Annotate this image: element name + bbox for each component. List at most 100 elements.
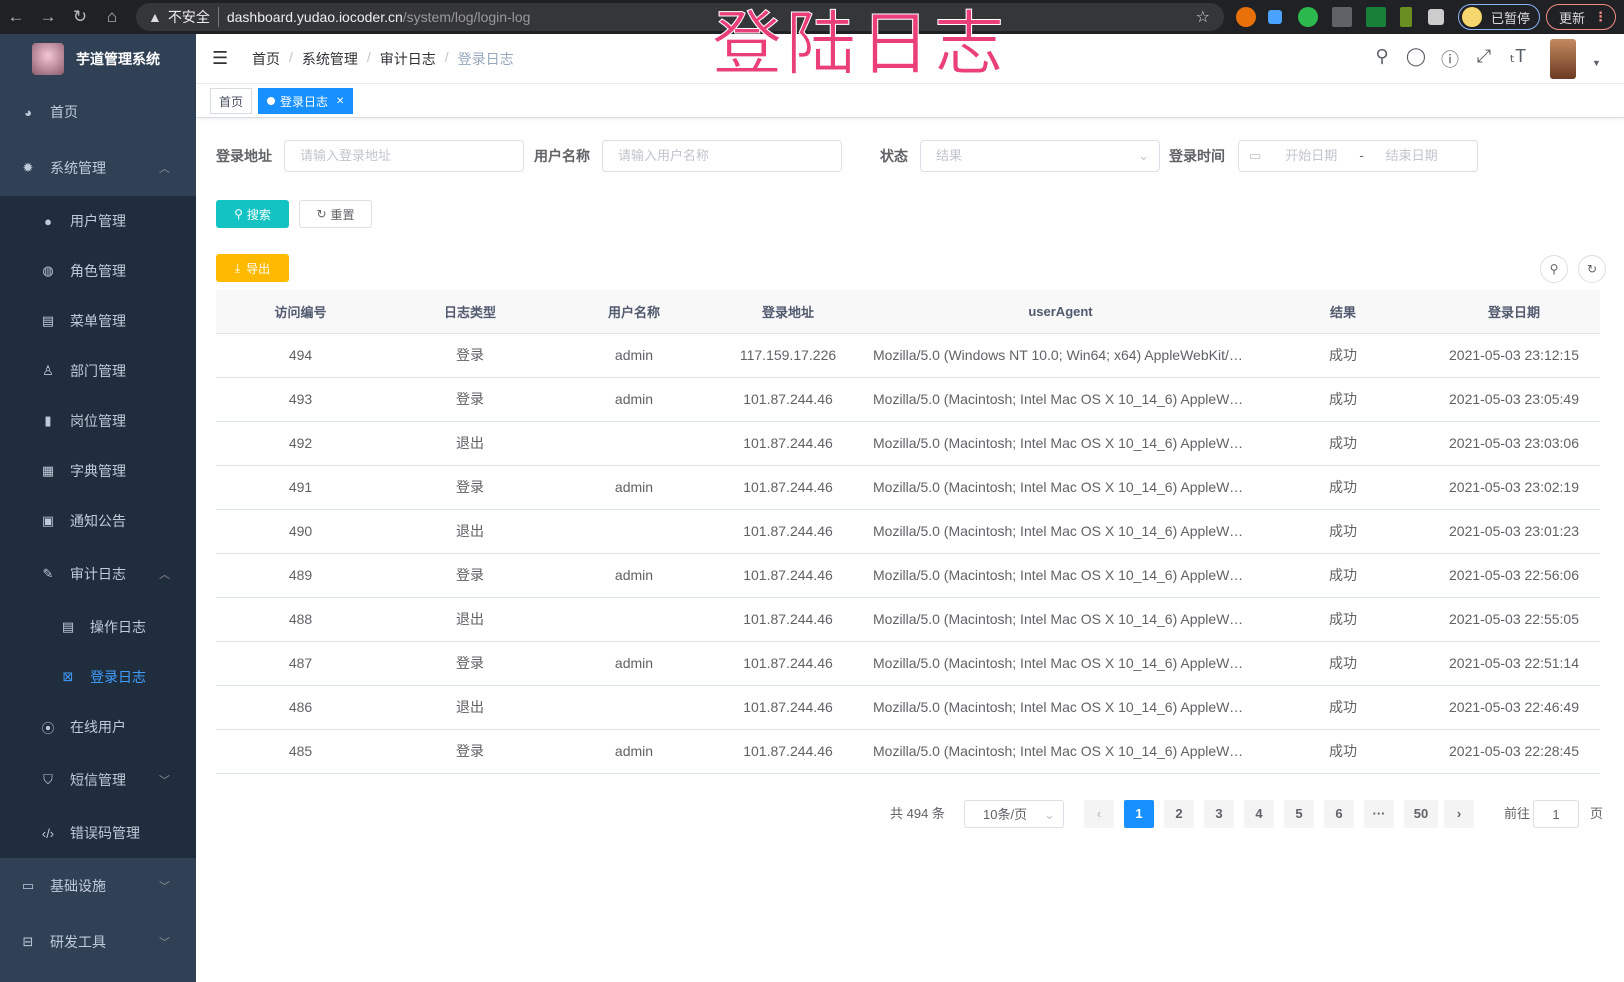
sidebar-item-operate-log[interactable]: ▤ 操作日志 bbox=[0, 602, 196, 652]
sidebar-item-dict[interactable]: ▦ 字典管理 bbox=[0, 446, 196, 496]
sidebar-item-role[interactable]: ◍ 角色管理 bbox=[0, 246, 196, 296]
bookmark-star-icon[interactable]: ☆ bbox=[1195, 9, 1210, 26]
profile-avatar bbox=[1462, 7, 1482, 27]
table-cell: Mozilla/5.0 (Macintosh; Intel Mac OS X 1… bbox=[863, 553, 1258, 598]
sidebar-item-sms[interactable]: ⛉ 短信管理 ﹀ bbox=[0, 752, 196, 808]
page-button[interactable]: 6 bbox=[1324, 800, 1354, 828]
caret-down-icon[interactable]: ▼ bbox=[1592, 58, 1601, 68]
breadcrumb-separator: / bbox=[289, 48, 293, 65]
page-button[interactable]: 5 bbox=[1284, 800, 1314, 828]
sidebar-item-notice[interactable]: ▣ 通知公告 bbox=[0, 496, 196, 546]
table-cell: 101.87.244.46 bbox=[713, 553, 863, 598]
message-icon: ▣ bbox=[41, 513, 55, 528]
placeholder: 结果 bbox=[936, 148, 963, 163]
extension-icon[interactable] bbox=[1400, 7, 1412, 27]
table-row[interactable]: 494 登录 admin 117.159.17.226 Mozilla/5.0 (Win… bbox=[216, 333, 1600, 378]
sidebar: 芋道管理系统 ◕ 首页 ✹ 系统管理 ︿ ● 用户管理 ◍ 角色管理 ▤ 菜单管理 ♙ 部门管… bbox=[0, 34, 196, 982]
close-icon[interactable]: ✕ bbox=[336, 95, 345, 107]
profile-button[interactable]: 已暂停 bbox=[1458, 4, 1540, 30]
table-cell: 493 bbox=[216, 377, 385, 422]
search-icon[interactable]: ⚲ bbox=[1375, 46, 1389, 66]
menu-label: 操作日志 bbox=[90, 619, 146, 635]
page-button[interactable]: 2 bbox=[1164, 800, 1194, 828]
chevron-down-icon: ﹀ bbox=[159, 775, 170, 787]
status-select[interactable]: 结果 ⌄ bbox=[920, 140, 1160, 172]
sidebar-item-dept[interactable]: ♙ 部门管理 bbox=[0, 346, 196, 396]
table-row[interactable]: 488 退出 101.87.244.46 Mozilla/5.0 (Macintosh… bbox=[216, 597, 1600, 642]
github-icon[interactable]: ◯ bbox=[1405, 46, 1427, 66]
table-cell: 登录 bbox=[385, 641, 555, 686]
goto-page-input[interactable]: 1 bbox=[1533, 800, 1579, 828]
font-size-icon[interactable]: ₜT bbox=[1509, 46, 1527, 66]
sidebar-item-system[interactable]: ✹ 系统管理 ︿ bbox=[0, 140, 196, 196]
back-icon[interactable]: ← bbox=[7, 7, 25, 26]
reload-icon[interactable]: ↻ bbox=[72, 7, 88, 26]
hamburger-icon[interactable]: ☰ bbox=[212, 48, 229, 68]
sidebar-item-home[interactable]: ◕ 首页 bbox=[0, 84, 196, 140]
reset-button[interactable]: ↻ 重置 bbox=[299, 200, 372, 228]
puzzle-icon[interactable] bbox=[1428, 9, 1444, 25]
page-size-select[interactable]: 10条/页 ⌄ bbox=[964, 800, 1064, 828]
address-bar[interactable]: ▲ 不安全 dashboard.yudao.iocoder.cn/system/… bbox=[136, 3, 1224, 31]
refresh-button[interactable]: ↻ bbox=[1578, 255, 1606, 283]
help-icon[interactable]: ⓘ bbox=[1441, 50, 1459, 70]
page-button[interactable]: 3 bbox=[1204, 800, 1234, 828]
home-icon[interactable]: ⌂ bbox=[106, 7, 118, 26]
prev-page-button[interactable]: ‹ bbox=[1084, 800, 1114, 828]
table-cell: 成功 bbox=[1258, 509, 1428, 554]
page-button[interactable]: 4 bbox=[1244, 800, 1274, 828]
table-cell: admin bbox=[555, 465, 713, 510]
table-cell: 2021-05-03 23:01:23 bbox=[1428, 509, 1600, 554]
tag-home[interactable]: 首页 bbox=[210, 88, 253, 114]
table-cell: Mozilla/5.0 (Windows NT 10.0; Win64; x64… bbox=[863, 333, 1258, 378]
table-row[interactable]: 490 退出 101.87.244.46 Mozilla/5.0 (Macintosh… bbox=[216, 509, 1600, 554]
sidebar-item-audit-log[interactable]: ✎ 审计日志 ︿ bbox=[0, 546, 196, 602]
sidebar-item-menu[interactable]: ▤ 菜单管理 bbox=[0, 296, 196, 346]
goto-label: 前往 bbox=[1504, 806, 1531, 821]
search-button[interactable]: ⚲ 搜索 bbox=[216, 200, 289, 228]
table-cell: 101.87.244.46 bbox=[713, 641, 863, 686]
more-pages-button[interactable]: ··· bbox=[1364, 800, 1394, 828]
table-row[interactable]: 491 登录 admin 101.87.244.46 Mozilla/5.0 (Maci… bbox=[216, 465, 1600, 510]
menu-label: 岗位管理 bbox=[70, 413, 126, 429]
sidebar-item-login-log[interactable]: ⊠ 登录日志 bbox=[0, 652, 196, 702]
table-row[interactable]: 489 登录 admin 101.87.244.46 Mozilla/5.0 (Maci… bbox=[216, 553, 1600, 598]
form-icon: ▤ bbox=[61, 619, 75, 634]
breadcrumb-item[interactable]: 首页 bbox=[252, 50, 280, 67]
sidebar-logo[interactable]: 芋道管理系统 bbox=[0, 34, 196, 84]
fullscreen-icon[interactable]: ⤢ bbox=[1476, 46, 1492, 66]
avatar[interactable] bbox=[1550, 39, 1576, 79]
forward-icon[interactable]: → bbox=[39, 7, 57, 26]
table-row[interactable]: 485 登录 admin 101.87.244.46 Mozilla/5.0 (Maci… bbox=[216, 729, 1600, 774]
ip-input[interactable]: 请输入登录地址 bbox=[284, 140, 524, 172]
table-row[interactable]: 486 退出 101.87.244.46 Mozilla/5.0 (Macintosh… bbox=[216, 685, 1600, 730]
sidebar-item-infra[interactable]: ▭ 基础设施 ﹀ bbox=[0, 858, 196, 914]
page-button[interactable]: 1 bbox=[1124, 800, 1154, 828]
sidebar-item-online[interactable]: ⦿ 在线用户 bbox=[0, 702, 196, 752]
table-row[interactable]: 487 登录 admin 101.87.244.46 Mozilla/5.0 (Maci… bbox=[216, 641, 1600, 686]
page-button[interactable]: 50 bbox=[1404, 800, 1438, 828]
extension-icon[interactable] bbox=[1268, 10, 1282, 24]
username-input[interactable]: 请输入用户名称 bbox=[602, 140, 842, 172]
breadcrumb-current: 登录日志 bbox=[457, 50, 514, 67]
extension-icon[interactable] bbox=[1332, 7, 1352, 27]
table-cell: 494 bbox=[216, 333, 385, 378]
update-button[interactable]: 更新 ⋮ bbox=[1546, 4, 1616, 30]
extension-icon[interactable] bbox=[1366, 7, 1386, 27]
sidebar-item-tool[interactable]: ⊟ 研发工具 ﹀ bbox=[0, 914, 196, 970]
table-row[interactable]: 493 登录 admin 101.87.244.46 Mozilla/5.0 (Maci… bbox=[216, 377, 1600, 422]
extension-icon[interactable] bbox=[1236, 7, 1256, 27]
sidebar-item-user[interactable]: ● 用户管理 bbox=[0, 196, 196, 246]
toggle-search-button[interactable]: ⚲ bbox=[1540, 255, 1568, 283]
menu-label: 审计日志 bbox=[70, 566, 126, 582]
sidebar-item-post[interactable]: ▮ 岗位管理 bbox=[0, 396, 196, 446]
chevron-down-icon: ⌄ bbox=[1044, 807, 1055, 822]
next-page-button[interactable]: › bbox=[1444, 800, 1474, 828]
sidebar-item-error-code[interactable]: ‹/› 错误码管理 bbox=[0, 808, 196, 858]
table-row[interactable]: 492 退出 101.87.244.46 Mozilla/5.0 (Macintosh… bbox=[216, 421, 1600, 466]
insecure-label: 不安全 bbox=[168, 7, 219, 27]
export-button[interactable]: ⤓ 导出 bbox=[216, 254, 289, 282]
date-range-picker[interactable]: ▭ 开始日期 - 结束日期 bbox=[1238, 140, 1478, 172]
extension-icon[interactable] bbox=[1298, 7, 1318, 27]
tag-login-log[interactable]: 登录日志 ✕ bbox=[258, 88, 354, 114]
